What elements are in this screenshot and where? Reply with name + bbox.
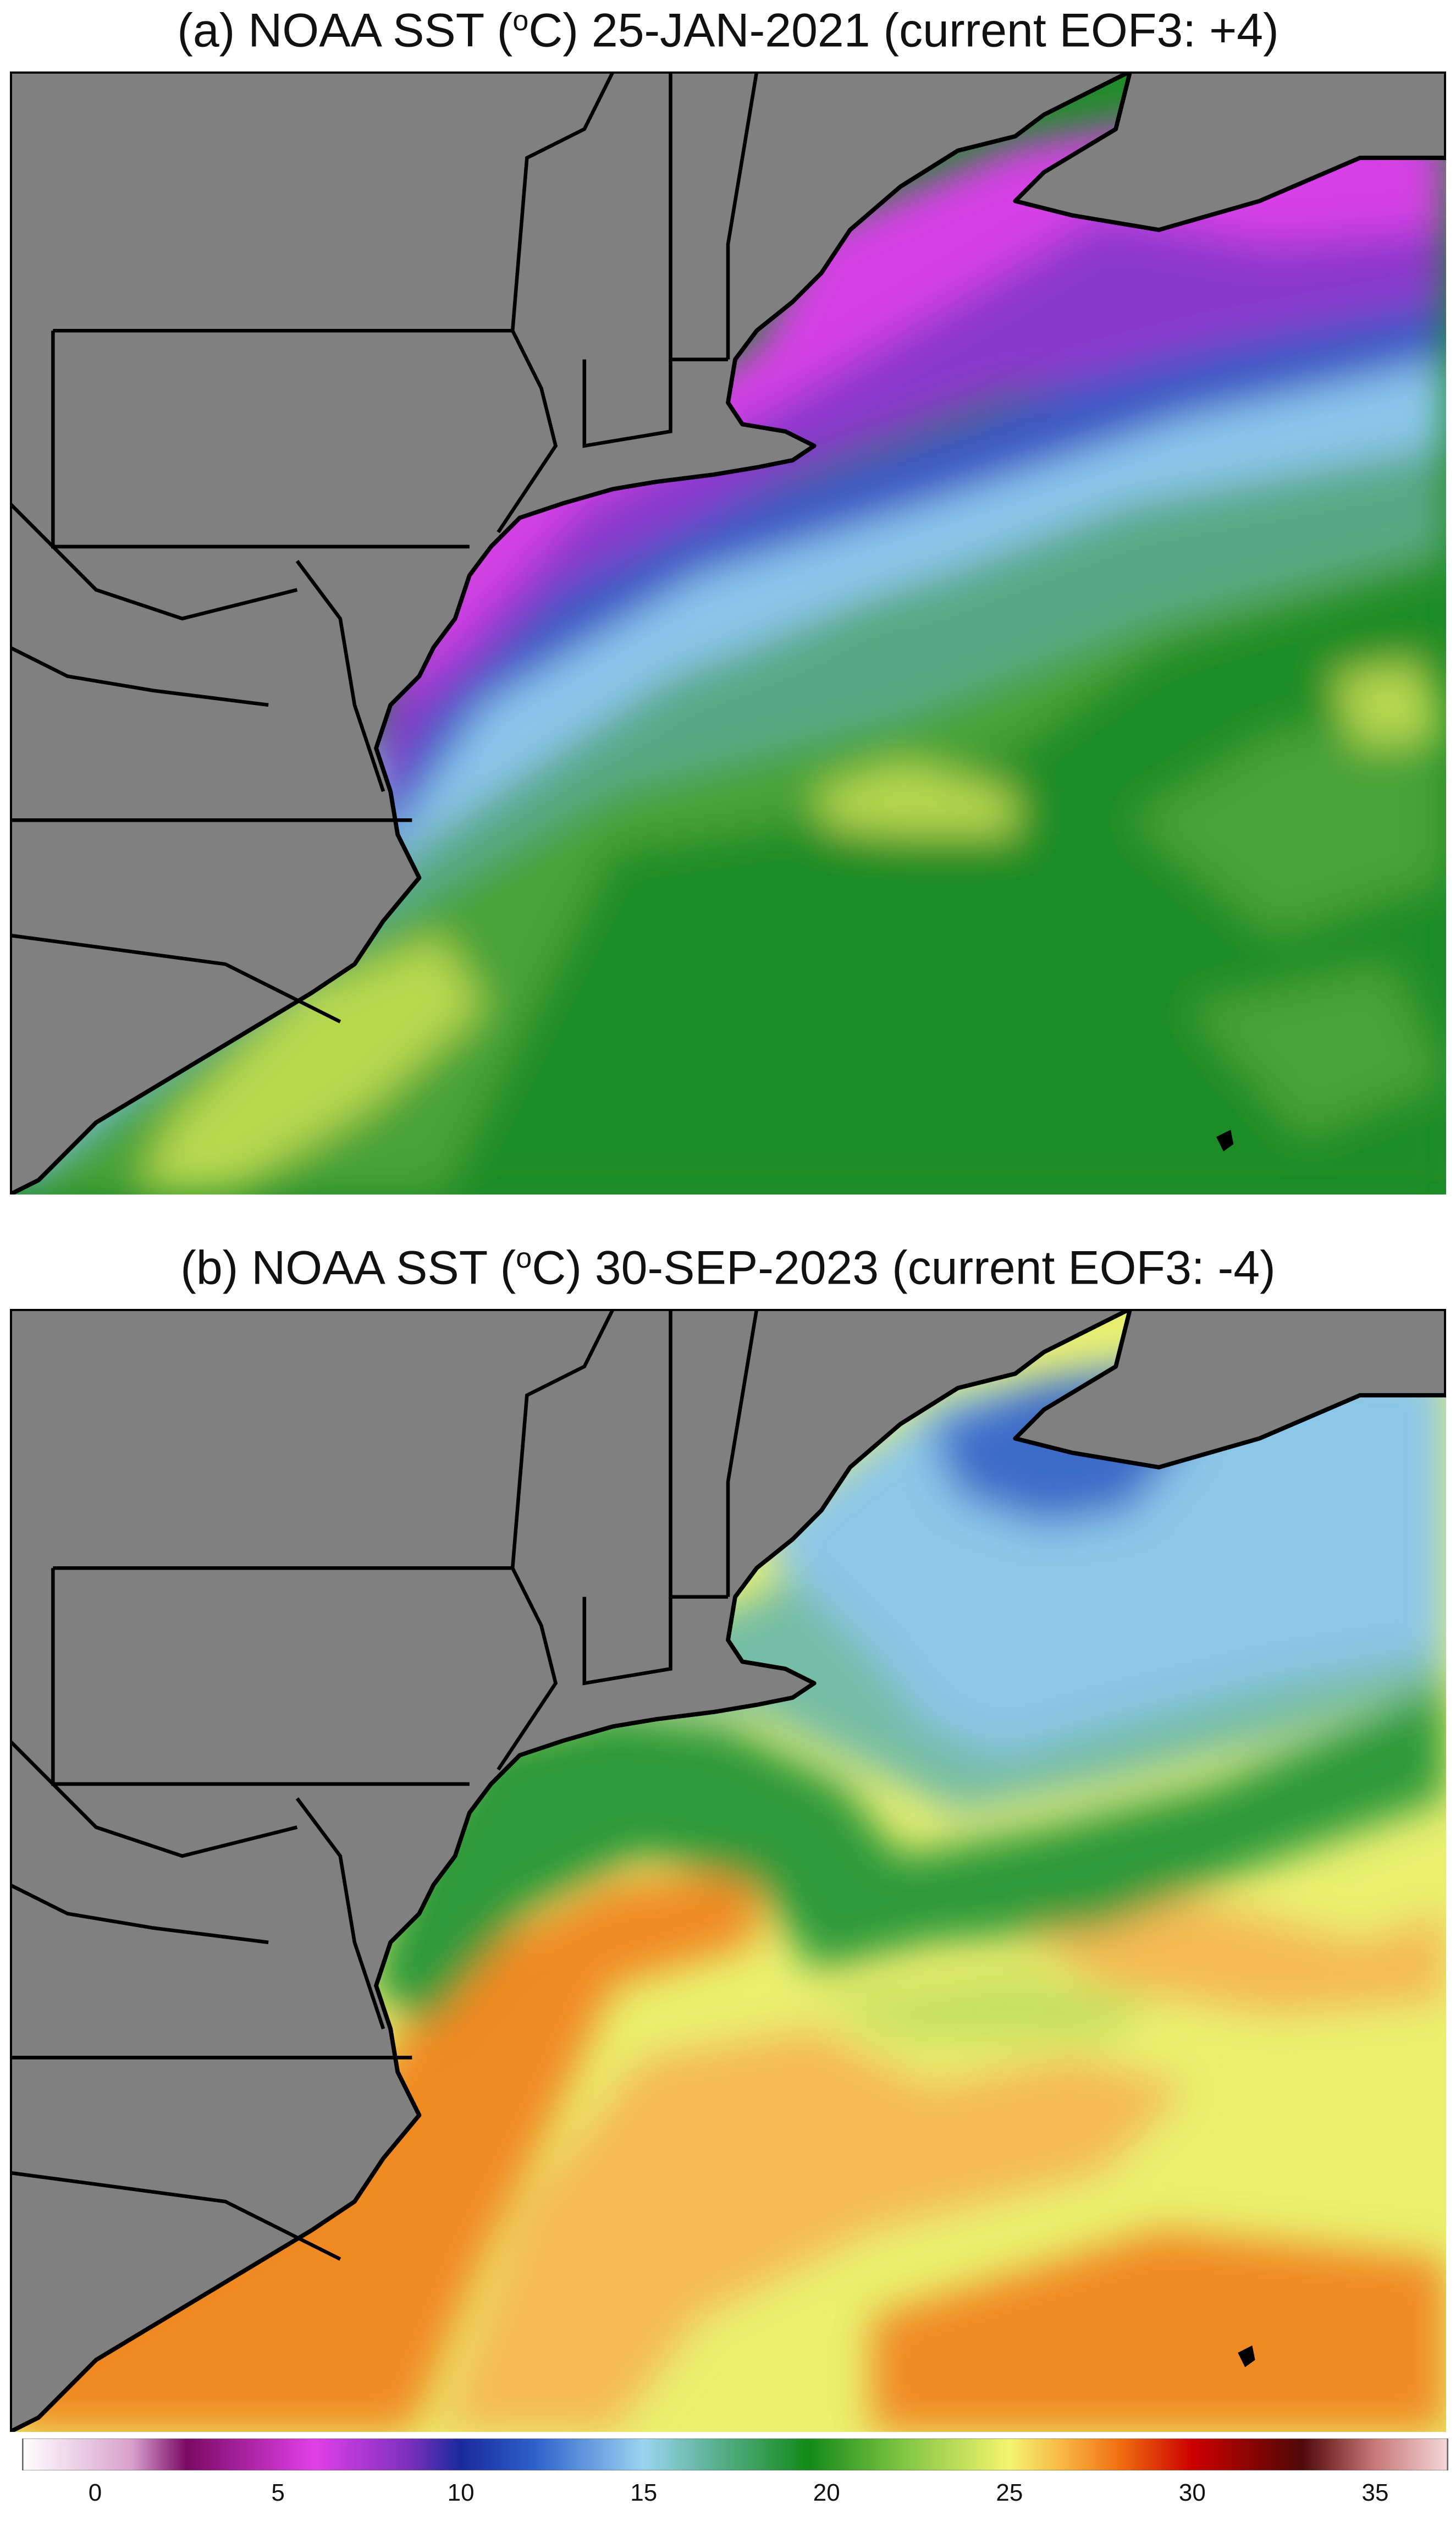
panel-a-sst-purple bbox=[369, 129, 1446, 821]
panel-a-sst-yellow-green-wave bbox=[814, 762, 1016, 835]
panel-a-map bbox=[10, 71, 1446, 1195]
colorbar-tick-35: 35 bbox=[1361, 2479, 1389, 2506]
panel-a-sst-green-patch bbox=[1130, 704, 1446, 935]
panel-b-island bbox=[1238, 2345, 1255, 2368]
panel-b-sst-light-orange bbox=[440, 2028, 1188, 2432]
panel-a-sst-teal bbox=[10, 359, 1446, 1195]
panel-b-title: (b) NOAA SST (oC) 30-SEP-2023 (current E… bbox=[0, 1244, 1456, 1292]
panel-b-sst-yellow-green bbox=[814, 1971, 1159, 2044]
panel-a-title-prefix: (a) NOAA SST ( bbox=[177, 4, 513, 57]
panel-b-sst-light-blue bbox=[757, 1352, 1446, 1755]
panel-b-sst-orange-southeast bbox=[872, 2230, 1446, 2432]
panel-a-map-svg bbox=[10, 71, 1446, 1195]
panel-a-sst-light-blue bbox=[10, 316, 1446, 1180]
panel-a-title-suffix: C) 25-JAN-2021 (current EOF3: +4) bbox=[528, 4, 1279, 57]
panel-a-land bbox=[10, 71, 1446, 1195]
panel-b-map bbox=[10, 1309, 1446, 2432]
panel-b-state-borders bbox=[10, 1309, 759, 2261]
colorbar-tick-30: 30 bbox=[1178, 2479, 1206, 2506]
panel-a-sst-green-patch-2 bbox=[1187, 964, 1446, 1137]
panel-b-title-prefix: (b) NOAA SST ( bbox=[180, 1241, 516, 1295]
colorbar-ramp bbox=[22, 2439, 1448, 2470]
panel-b-land bbox=[10, 1309, 1446, 2432]
colorbar bbox=[22, 2439, 1448, 2470]
panel-a-title: (a) NOAA SST (oC) 25-JAN-2021 (current E… bbox=[0, 7, 1456, 54]
panel-a-sst-green bbox=[440, 561, 1446, 1195]
panel-a-title-degree: o bbox=[512, 5, 529, 37]
panel-a-island bbox=[1216, 1130, 1234, 1152]
panel-a-sst-blue bbox=[369, 258, 1446, 849]
panel-b-title-degree: o bbox=[516, 1242, 532, 1274]
colorbar-tick-0: 0 bbox=[88, 2479, 102, 2506]
panel-b-sst-green bbox=[369, 1683, 1446, 2029]
colorbar-tick-10: 10 bbox=[447, 2479, 475, 2506]
panel-b-title-suffix: C) 30-SEP-2023 (current EOF3: -4) bbox=[532, 1241, 1276, 1295]
colorbar-tick-labels: 0 5 10 15 20 25 30 35 bbox=[0, 2479, 1456, 2529]
panel-b-map-svg bbox=[10, 1309, 1446, 2432]
colorbar-tick-5: 5 bbox=[271, 2479, 285, 2506]
panel-a-state-borders bbox=[10, 71, 759, 1023]
colorbar-tick-25: 25 bbox=[996, 2479, 1023, 2506]
panel-a-sst-field bbox=[10, 100, 1446, 1195]
panel-a-sst-yellow-green-south bbox=[139, 935, 484, 1195]
colorbar-tick-20: 20 bbox=[813, 2479, 840, 2506]
colorbar-tick-15: 15 bbox=[630, 2479, 658, 2506]
colorbar-svg bbox=[22, 2439, 1448, 2470]
panel-a-sst-yellow-green-east bbox=[1331, 662, 1446, 748]
panel-b-sst-light-orange-east bbox=[1015, 1899, 1446, 2014]
